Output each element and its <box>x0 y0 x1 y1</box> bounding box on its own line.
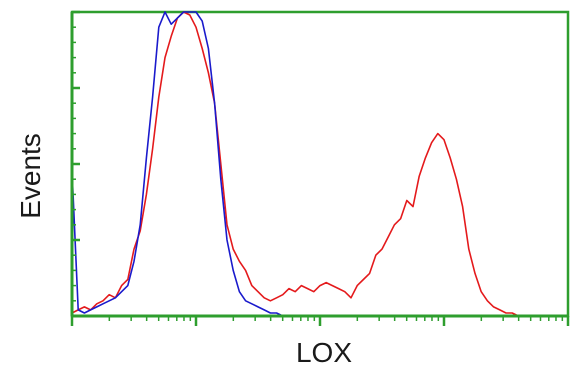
series-line-1 <box>71 11 568 317</box>
y-axis-label: Events <box>15 133 46 219</box>
plot-frame <box>70 10 570 318</box>
x-axis-label: LOX <box>296 337 352 368</box>
plot-area <box>70 10 570 326</box>
